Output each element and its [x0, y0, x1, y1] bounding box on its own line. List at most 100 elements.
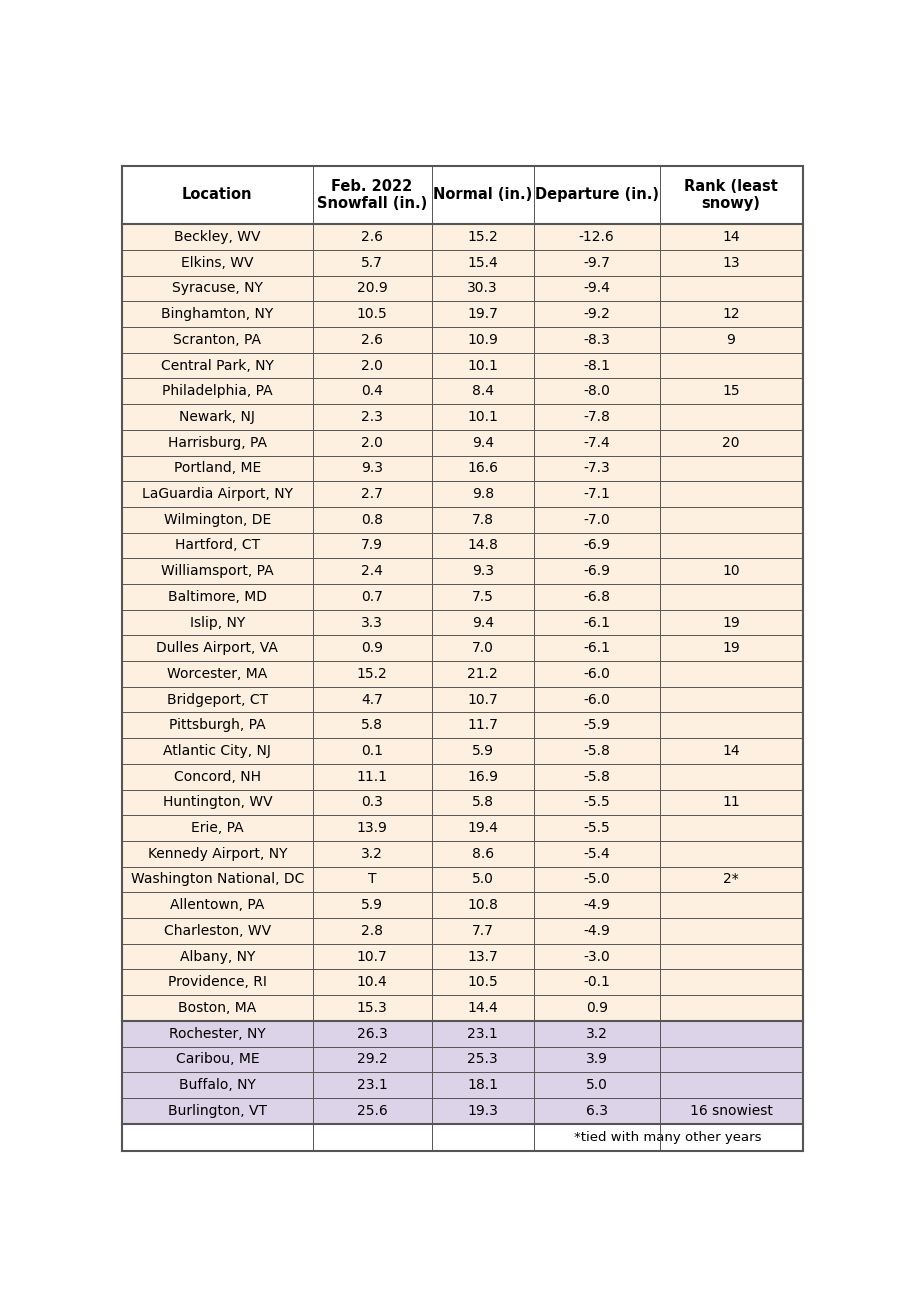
- Bar: [659, 584, 803, 610]
- Text: -0.1: -0.1: [584, 975, 610, 990]
- Bar: [313, 841, 432, 867]
- Text: -5.5: -5.5: [584, 822, 610, 835]
- Bar: [432, 1021, 534, 1047]
- Text: Wilmington, DE: Wilmington, DE: [163, 512, 271, 527]
- Bar: [534, 1072, 659, 1098]
- Bar: [534, 532, 659, 558]
- Text: Rank (least
snowy): Rank (least snowy): [684, 179, 778, 211]
- Bar: [122, 455, 313, 481]
- Bar: [122, 892, 313, 918]
- Bar: [534, 841, 659, 867]
- Text: 10.7: 10.7: [467, 692, 498, 707]
- Text: -7.1: -7.1: [584, 488, 610, 501]
- Text: 30.3: 30.3: [467, 282, 498, 296]
- Bar: [122, 481, 313, 507]
- Text: *tied with many other years: *tied with many other years: [575, 1131, 762, 1144]
- Bar: [659, 301, 803, 327]
- Text: Location: Location: [182, 188, 253, 202]
- Text: -9.4: -9.4: [584, 282, 610, 296]
- Bar: [659, 969, 803, 995]
- Bar: [659, 1098, 803, 1124]
- Bar: [659, 1072, 803, 1098]
- Bar: [659, 378, 803, 404]
- Bar: [122, 532, 313, 558]
- Bar: [432, 250, 534, 275]
- Text: 18.1: 18.1: [467, 1078, 498, 1091]
- Text: Concord, NH: Concord, NH: [174, 769, 261, 784]
- Bar: [122, 867, 313, 892]
- Text: Buffalo, NY: Buffalo, NY: [179, 1078, 256, 1091]
- Bar: [659, 841, 803, 867]
- Bar: [122, 995, 313, 1021]
- Bar: [432, 969, 534, 995]
- Text: 3.2: 3.2: [361, 846, 383, 861]
- Text: -7.8: -7.8: [584, 409, 610, 424]
- Text: 6.3: 6.3: [585, 1103, 608, 1118]
- Bar: [534, 275, 659, 301]
- Bar: [659, 712, 803, 738]
- Bar: [313, 764, 432, 789]
- Bar: [122, 738, 313, 764]
- Bar: [432, 1072, 534, 1098]
- Bar: [534, 789, 659, 815]
- Text: 19.3: 19.3: [467, 1103, 498, 1118]
- Text: LaGuardia Airport, NY: LaGuardia Airport, NY: [142, 488, 293, 501]
- Bar: [534, 815, 659, 841]
- Bar: [659, 944, 803, 969]
- Bar: [122, 352, 313, 378]
- Text: 8.4: 8.4: [472, 385, 493, 398]
- Text: 11.1: 11.1: [356, 769, 388, 784]
- Text: 23.1: 23.1: [467, 1026, 498, 1041]
- Bar: [122, 404, 313, 430]
- Text: 15.2: 15.2: [356, 666, 388, 681]
- Text: -5.8: -5.8: [584, 769, 610, 784]
- Bar: [659, 224, 803, 250]
- Text: 9.3: 9.3: [472, 565, 493, 578]
- Bar: [432, 455, 534, 481]
- Bar: [122, 841, 313, 867]
- Text: Feb. 2022
Snowfall (in.): Feb. 2022 Snowfall (in.): [317, 179, 428, 211]
- Bar: [432, 507, 534, 532]
- Text: -5.9: -5.9: [584, 719, 610, 733]
- Bar: [534, 1021, 659, 1047]
- Text: 11.7: 11.7: [467, 719, 498, 733]
- Bar: [313, 867, 432, 892]
- Bar: [659, 687, 803, 712]
- Text: -6.0: -6.0: [584, 692, 610, 707]
- Text: -9.7: -9.7: [584, 256, 610, 270]
- Bar: [534, 352, 659, 378]
- Text: 20.9: 20.9: [356, 282, 388, 296]
- Bar: [534, 1047, 659, 1072]
- Text: 20: 20: [723, 436, 740, 450]
- Text: 9: 9: [727, 333, 735, 347]
- Bar: [659, 404, 803, 430]
- Bar: [659, 892, 803, 918]
- Text: 15: 15: [723, 385, 740, 398]
- Text: 7.5: 7.5: [472, 589, 493, 604]
- Bar: [122, 275, 313, 301]
- Bar: [659, 430, 803, 455]
- Bar: [432, 738, 534, 764]
- Bar: [659, 558, 803, 584]
- Text: 25.6: 25.6: [356, 1103, 388, 1118]
- Text: 16.9: 16.9: [467, 769, 498, 784]
- Text: 13.7: 13.7: [467, 949, 498, 964]
- Bar: [313, 507, 432, 532]
- Bar: [313, 301, 432, 327]
- Text: 2*: 2*: [723, 872, 739, 887]
- Bar: [534, 584, 659, 610]
- Bar: [659, 738, 803, 764]
- Bar: [659, 1047, 803, 1072]
- Bar: [659, 352, 803, 378]
- Text: -6.9: -6.9: [584, 565, 610, 578]
- Text: -7.4: -7.4: [584, 436, 610, 450]
- Text: Kennedy Airport, NY: Kennedy Airport, NY: [148, 846, 287, 861]
- Bar: [534, 378, 659, 404]
- Text: 26.3: 26.3: [356, 1026, 388, 1041]
- Bar: [432, 892, 534, 918]
- Bar: [313, 275, 432, 301]
- Bar: [432, 558, 534, 584]
- Text: Boston, MA: Boston, MA: [179, 1001, 256, 1015]
- Text: 19.4: 19.4: [467, 822, 498, 835]
- Bar: [313, 1072, 432, 1098]
